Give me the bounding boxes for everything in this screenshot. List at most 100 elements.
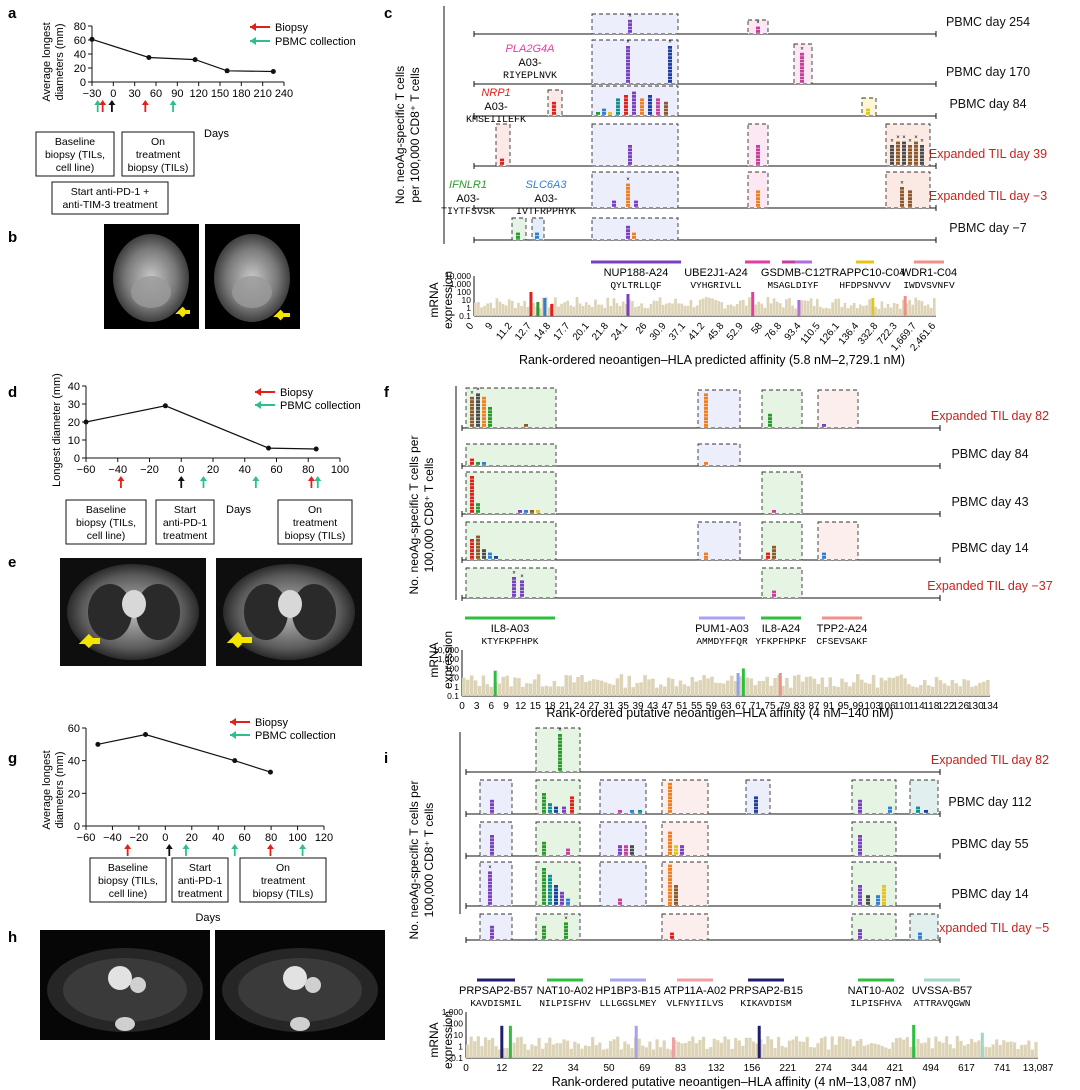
panel-letter-i: i (384, 750, 388, 767)
d-xlabel: Days (226, 504, 252, 516)
cell-bar (704, 462, 708, 465)
mrna-bar (481, 675, 486, 696)
mrna-bar (505, 1048, 509, 1058)
mrna-bar (630, 1048, 634, 1058)
mrna-x-tick-label: 332.8 (856, 321, 881, 348)
cell-bar (648, 95, 652, 98)
cell-bar (858, 841, 862, 845)
epitope-box (747, 171, 769, 209)
cell-bar (542, 810, 546, 813)
g-box-on-1: On (276, 862, 290, 874)
cell-bar (648, 98, 652, 102)
cell-bar (476, 503, 480, 506)
mrna-x-tick-label: 30.9 (648, 321, 669, 343)
cell-bar (800, 63, 804, 66)
mrna-bar (757, 301, 761, 316)
cell-bar (626, 229, 630, 232)
cell-bar (490, 803, 494, 806)
cell-bar (558, 757, 562, 761)
epitope-box (599, 779, 647, 815)
cell-bar (564, 929, 568, 932)
mrna-bar (937, 1041, 942, 1058)
cell-mark: × (896, 135, 900, 141)
cell-bar (476, 462, 480, 465)
epitope-box (817, 389, 859, 429)
cell-bar (768, 413, 772, 417)
timeline-arrow-head (299, 844, 307, 849)
x-tick-label: 60 (239, 832, 251, 844)
mrna-bar (809, 298, 813, 316)
mrna-bar (580, 675, 584, 696)
mrna-bar (674, 686, 679, 696)
cell-bar (552, 101, 556, 105)
mrna-tick-label: 10 (454, 1030, 464, 1040)
mrna-tick-label: 1 (458, 1042, 463, 1052)
mrna-bar (855, 1040, 859, 1058)
mrna-x-tick-label: 132 (708, 1063, 725, 1074)
cell-bar (626, 236, 630, 239)
cell-bar (470, 396, 474, 400)
mrna-bar (489, 302, 493, 316)
f-ylabel-2: 100,000 CD8⁺ T cells (422, 458, 436, 573)
d-box-start: Start anti-PD-1 treatment (155, 499, 215, 545)
mrna-bar (995, 1039, 999, 1058)
mrna-bar (637, 306, 640, 316)
cell-bar (624, 845, 628, 848)
mrna-bar (678, 680, 683, 696)
mrna-bar (938, 680, 943, 696)
cell-bar (626, 200, 630, 204)
f-xlabel: Rank-ordered putative neoantigen–HLA aff… (546, 706, 893, 720)
epitope-box (465, 567, 557, 599)
mrna-bar (658, 297, 662, 316)
cell-bar (704, 417, 708, 420)
mrna-x-tick-label: 35 (618, 701, 630, 712)
cell-bar (558, 740, 562, 744)
cell-bar (490, 799, 494, 803)
mrna-x-tick-label: 17.7 (552, 321, 573, 343)
data-point (95, 741, 101, 747)
mrna-bar (705, 1048, 709, 1058)
mrna-bar (911, 304, 915, 316)
cell-bar (626, 49, 630, 53)
mrna-bar (677, 303, 680, 316)
c-mrna-1: mRNA (427, 282, 441, 317)
cell-bar (772, 590, 776, 594)
mrna-bar (548, 686, 553, 696)
cell-bar (470, 407, 474, 410)
mrna-bar (483, 305, 486, 316)
cell-bar (558, 734, 562, 737)
cell-bar (668, 799, 672, 803)
cell-bar (920, 148, 924, 152)
epitope-box (761, 521, 803, 561)
mrna-bar (862, 306, 865, 316)
a-ylabel-2: diameters (mm) (54, 23, 66, 100)
g-box-start-1: Start (189, 862, 211, 874)
mrna-bar (558, 1043, 563, 1058)
mrna-bar (832, 685, 836, 696)
cell-bar (476, 410, 480, 414)
cell-bar (638, 810, 642, 813)
cell-bar (882, 898, 886, 902)
cell-bar (756, 197, 760, 200)
mrna-bar (773, 678, 777, 696)
mrna-x-tick-label: 136.4 (837, 321, 862, 348)
mrna-bar (848, 1039, 852, 1058)
mrna-bar (754, 304, 757, 316)
cell-bar (754, 806, 758, 810)
mrna-bar (962, 1045, 967, 1058)
mrna-bar (911, 686, 915, 696)
mrna-bar (808, 676, 813, 696)
cell-bar (626, 52, 630, 56)
mrna-highlight-bar (634, 1025, 638, 1058)
cell-bar (518, 510, 522, 513)
epitope-seq: KIKAVDISM (740, 998, 792, 1009)
cell-bar (482, 400, 486, 403)
mrna-bar (714, 299, 717, 316)
a-box-on: On treatment biopsy (TILs) (121, 131, 195, 177)
cell-bar (668, 898, 672, 902)
cell-bar (482, 424, 486, 427)
cell-bar (470, 420, 474, 424)
cell-bar (520, 590, 524, 594)
mrna-bar (824, 686, 829, 696)
cell-bar (916, 810, 920, 813)
